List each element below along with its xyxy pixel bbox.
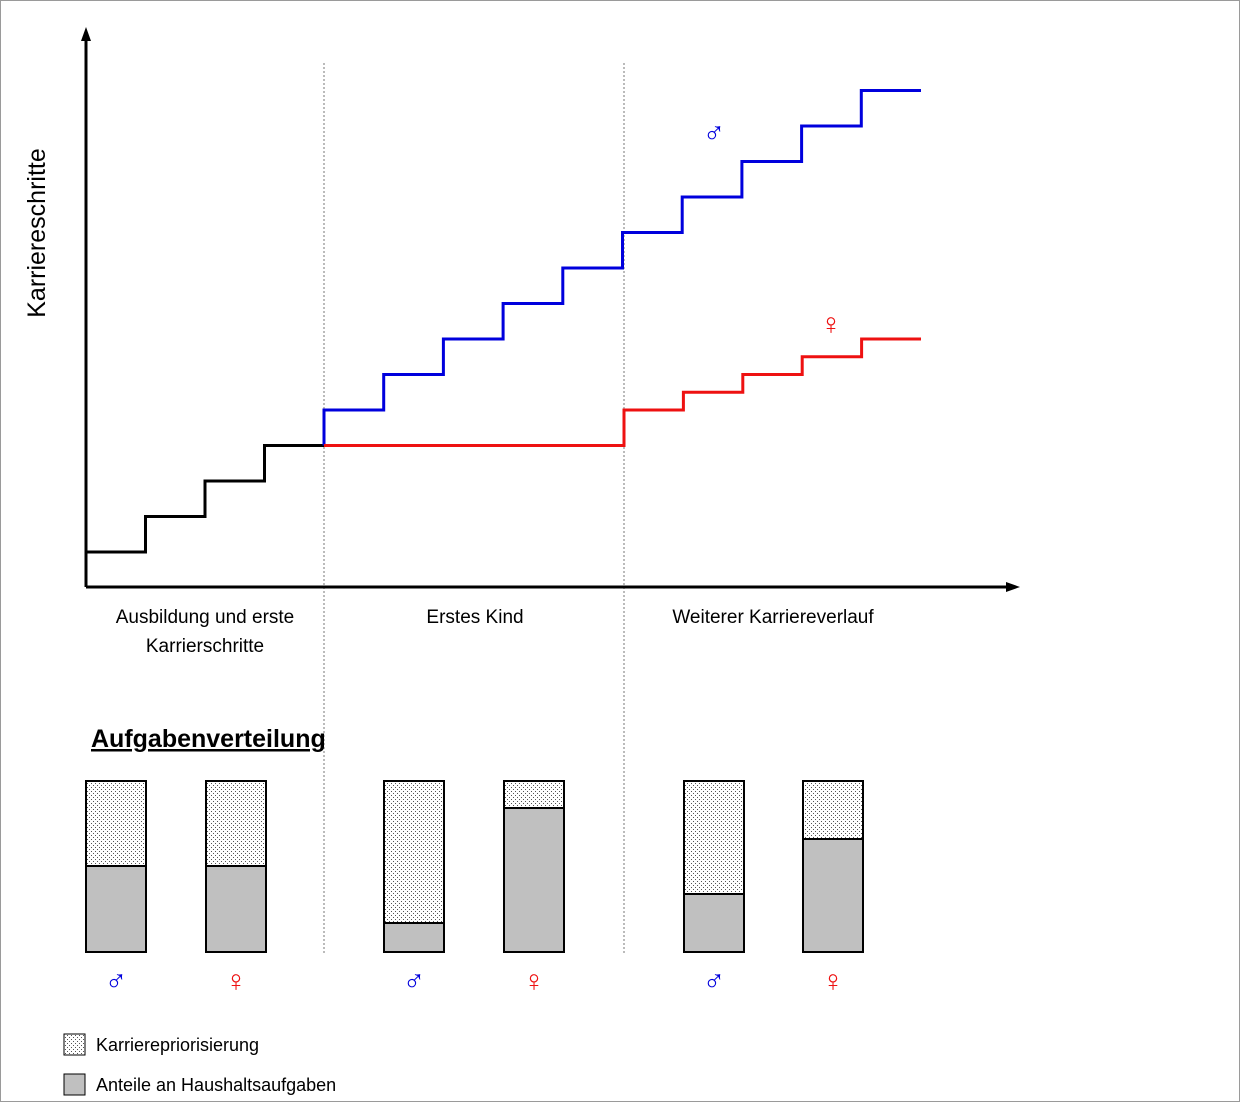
section-title: Aufgabenverteilung [91, 725, 326, 753]
bar-household-share-phase3-female [802, 838, 864, 953]
bar-household-share-phase1-male [85, 865, 147, 953]
female-career-step-line [324, 337, 921, 447]
female-symbol-chart: ♀ [820, 308, 843, 341]
female-symbol-bar-phase1: ♀ [225, 965, 248, 998]
task-distribution-bars: ♂ ♀ ♂ ♀ ♂ ♀ [85, 780, 864, 998]
male-symbol-chart: ♂ [703, 117, 726, 150]
bar-household-share-phase3-male [683, 893, 745, 953]
female-symbol-bar-phase2: ♀ [523, 965, 546, 998]
male-symbol-bar-phase1: ♂ [105, 965, 128, 998]
male-career-step-line [322, 89, 921, 446]
legend-label-career-priority: Karrierepriorisierung [96, 1035, 259, 1055]
bar-household-share-phase2-male [383, 922, 445, 953]
phase-label-2: Erstes Kind [426, 607, 523, 628]
y-axis-arrow [81, 27, 91, 41]
shared-career-step-line [86, 444, 324, 554]
male-symbol-bar-phase3: ♂ [703, 965, 726, 998]
bar-household-share-phase2-female [503, 807, 565, 953]
legend-swatch-household-share [63, 1073, 86, 1096]
female-symbol-bar-phase3: ♀ [822, 965, 845, 998]
phase-label-1-line2: Karrierschritte [146, 636, 264, 657]
bar-household-share-phase1-female [205, 865, 267, 953]
phase-label-3: Weiterer Karriereverlauf [672, 607, 874, 628]
legend-swatch-career-priority [63, 1033, 86, 1056]
male-symbol-bar-phase2: ♂ [403, 965, 426, 998]
phase-label-1-line1: Ausbildung und erste [116, 607, 295, 628]
legend-label-household-share: Anteile an Haushaltsaufgaben [96, 1075, 336, 1095]
y-axis-label: Karriereschritte [23, 148, 51, 318]
x-axis-arrow [1006, 582, 1020, 592]
